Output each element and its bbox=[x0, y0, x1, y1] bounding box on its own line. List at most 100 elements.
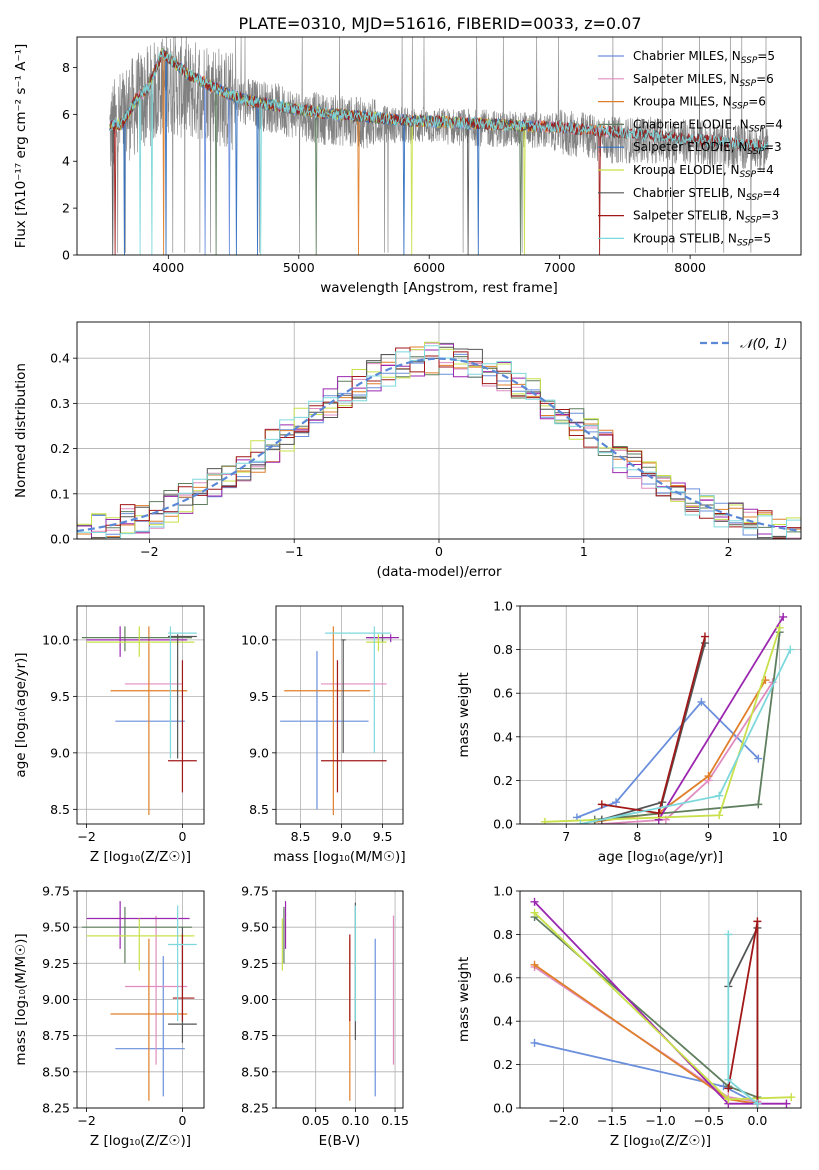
x-tick-label: −0.5 bbox=[694, 1113, 724, 1128]
legend-entry: Salpeter STELIB, NSSP=3 bbox=[633, 209, 779, 226]
weight-point-marker bbox=[530, 960, 539, 969]
y-tick-label: 0.1 bbox=[50, 486, 70, 501]
x-tick-label: 8.5 bbox=[291, 829, 311, 844]
y-tick-label: 0.2 bbox=[493, 773, 513, 788]
age_vs_Z-points bbox=[81, 626, 197, 815]
data-point bbox=[284, 626, 371, 815]
y-tick-label: 9.5 bbox=[249, 689, 269, 704]
x-axis-label: E(B-V) bbox=[319, 1133, 361, 1149]
x-tick-label: 4000 bbox=[152, 260, 184, 275]
y-tick-label: 0.3 bbox=[50, 396, 70, 411]
age_vs_Z-axes: −2 0 8.5 9.0 9.5 10.0 Z [log₁₀(Z/Z☉)] age [log₁… bbox=[13, 606, 204, 865]
y-tick-label: 9.50 bbox=[241, 920, 269, 935]
weight_vs_Z-axes: −2.0 −1.5 −1.0 −0.5 0.0 0.0 0.2 0.4 0.6 0.8 1.0 Z [… bbox=[456, 884, 801, 1149]
legend-entry: Chabrier STELIB, NSSP=4 bbox=[633, 186, 780, 203]
legend-entry: Salpeter ELODIE, NSSP=3 bbox=[633, 140, 782, 157]
y-tick-label: 0.6 bbox=[493, 686, 513, 701]
legend-entry: Kroupa STELIB, NSSP=5 bbox=[633, 231, 771, 248]
y-tick-label: 9.0 bbox=[50, 745, 70, 760]
x-tick-label: −2 bbox=[77, 829, 95, 844]
data-point bbox=[81, 906, 193, 964]
weight-point-marker bbox=[787, 1093, 796, 1102]
weight-point-marker bbox=[715, 811, 724, 820]
weight-point-marker bbox=[540, 817, 549, 824]
age_vs_Z-frame bbox=[76, 605, 205, 825]
weight-point-marker bbox=[753, 1099, 762, 1108]
y-axis-label: mass weight bbox=[456, 957, 472, 1042]
y-tick-label: 8.5 bbox=[249, 802, 269, 817]
data-point bbox=[366, 634, 387, 652]
age_vs_mass-axes: 8.5 9.0 9.5 8.5 9.0 9.5 10.0 mass [log₁₀(M/M☉)] bbox=[241, 606, 406, 865]
y-tick-label: 0.2 bbox=[50, 441, 70, 456]
x-tick-label: −1.0 bbox=[645, 1113, 675, 1128]
histogram-step-line bbox=[77, 347, 801, 539]
data-point bbox=[115, 956, 185, 1097]
mass_vs_ebv-frame bbox=[275, 890, 404, 1109]
x-axis-label: Z [log₁₀(Z/Z☉)] bbox=[90, 1133, 191, 1149]
data-point bbox=[124, 915, 188, 1065]
y-tick-label: 0.4 bbox=[493, 729, 513, 744]
weight-point-marker bbox=[754, 800, 763, 809]
weight-point-marker bbox=[724, 1095, 733, 1104]
mass_vs_ebv-points bbox=[281, 901, 395, 1101]
y-tick-label: 9.00 bbox=[241, 992, 269, 1007]
residuals-legend: 𝒩(0, 1) bbox=[700, 337, 787, 352]
y-tick-label: 0.0 bbox=[50, 532, 70, 547]
weight-point-marker bbox=[704, 772, 713, 781]
weight-point-marker bbox=[782, 1099, 791, 1108]
weight-series-line bbox=[601, 681, 774, 824]
y-tick-label: 0.4 bbox=[493, 1014, 513, 1029]
weight-point-marker bbox=[530, 1038, 539, 1047]
y-tick-label: 10.0 bbox=[241, 632, 269, 647]
residuals-axes: −2 −1 0 1 2 0.0 0.1 0.2 0.3 0.4 (data-model)/error… bbox=[13, 322, 801, 580]
x-tick-label: 8000 bbox=[674, 260, 706, 275]
x-tick-label: −1.5 bbox=[597, 1113, 627, 1128]
y-axis-label: Flux [fλ10⁻¹⁷ erg cm⁻² s⁻¹ A⁻¹] bbox=[13, 44, 29, 249]
y-tick-label: 0.8 bbox=[493, 642, 513, 657]
weight-series-line bbox=[727, 921, 759, 1104]
data-point bbox=[81, 626, 193, 652]
y-tick-label: 9.75 bbox=[42, 884, 70, 899]
mass_vs_Z-frame bbox=[76, 890, 205, 1109]
data-point bbox=[168, 626, 197, 759]
x-tick-label: 0.05 bbox=[302, 1113, 330, 1128]
data-point bbox=[110, 626, 188, 815]
data-point bbox=[280, 651, 369, 810]
weight-point-marker bbox=[597, 800, 606, 809]
data-point bbox=[86, 918, 195, 971]
weight-point-marker bbox=[612, 798, 621, 807]
x-axis-label: (data-model)/error bbox=[376, 564, 502, 580]
y-tick-label: 1.0 bbox=[493, 599, 513, 614]
data-point bbox=[86, 626, 195, 657]
x-tick-label: −2 bbox=[77, 1113, 95, 1128]
y-tick-label: 9.00 bbox=[42, 992, 70, 1007]
x-tick-label: −2 bbox=[140, 544, 158, 559]
weight-point-marker bbox=[753, 917, 762, 926]
y-tick-label: 8.5 bbox=[50, 802, 70, 817]
y-tick-label: 0.6 bbox=[493, 970, 513, 985]
x-axis-label: wavelength [Angstrom, rest frame] bbox=[320, 280, 558, 296]
spectrum-legend: Chabrier MILES, NSSP=5 Salpeter MILES, NS… bbox=[598, 49, 783, 248]
spectrum-axes: 4000 5000 6000 7000 8000 0 2 4 6 8 wavelength [Ang… bbox=[13, 44, 706, 296]
model-spectrum-line bbox=[109, 49, 769, 255]
weight-point-marker bbox=[779, 612, 788, 621]
x-tick-label: 0.15 bbox=[381, 1113, 409, 1128]
histogram-step-line bbox=[77, 345, 801, 539]
weight-series-line bbox=[601, 636, 706, 815]
weight-series-line bbox=[576, 700, 759, 819]
y-tick-label: 0.4 bbox=[50, 351, 70, 366]
age_vs_mass-points bbox=[280, 626, 399, 815]
data-point bbox=[168, 905, 197, 1022]
weight_vs_age-axes: 7 8 9 10 0.0 0.2 0.4 0.6 0.8 1.0 age [log₁₀(age/yr… bbox=[456, 599, 801, 865]
x-tick-label: 8 bbox=[633, 829, 641, 844]
weight_vs_Z-frame bbox=[519, 890, 802, 1109]
legend-entry: Salpeter MILES, NSSP=6 bbox=[633, 72, 774, 89]
y-tick-label: 9.50 bbox=[42, 920, 70, 935]
y-axis-label: Normed distribution bbox=[13, 363, 29, 498]
y-tick-label: 0 bbox=[62, 248, 70, 263]
x-tick-label: 1 bbox=[580, 544, 588, 559]
weight-point-marker bbox=[700, 632, 709, 641]
y-tick-label: 0.0 bbox=[493, 1101, 513, 1116]
data-point bbox=[366, 634, 399, 643]
spectrum-data-group bbox=[109, 37, 769, 255]
